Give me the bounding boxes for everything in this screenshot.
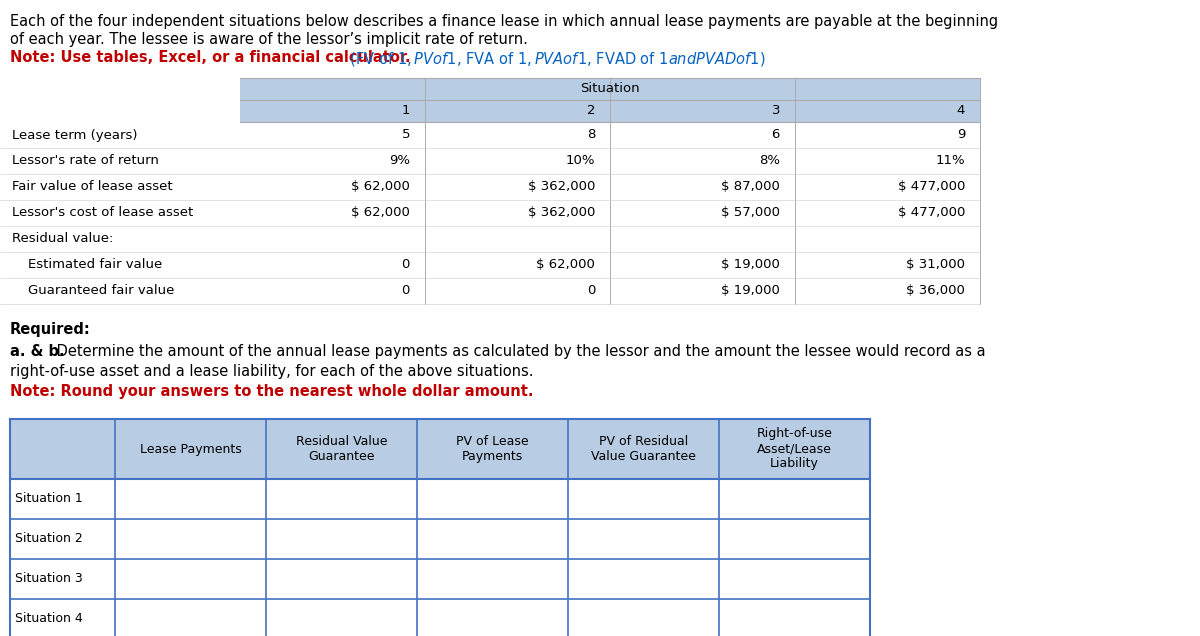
Text: 6: 6 [772, 128, 780, 141]
Text: 9%: 9% [389, 155, 410, 167]
Bar [10, 559, 870, 599]
Text: Each of the four independent situations below describes a finance lease in which: Each of the four independent situations … [10, 14, 998, 29]
Bar [10, 519, 870, 559]
Text: 1: 1 [402, 104, 410, 118]
Text: 0: 0 [402, 284, 410, 298]
Text: Residual Value
Guarantee: Residual Value Guarantee [295, 435, 388, 463]
Text: of each year. The lessee is aware of the lessor’s implicit rate of return.: of each year. The lessee is aware of the… [10, 32, 528, 47]
Text: Lease Payments: Lease Payments [139, 443, 241, 455]
Text: Fair value of lease asset: Fair value of lease asset [12, 181, 173, 193]
Bar [10, 419, 870, 479]
Bar [10, 599, 870, 636]
Text: (FV of $1, PV of $1, FVA of $1, PVA of $1, FVAD of $1 and PVAD of $1): (FV of $1, PV of $1, FVA of $1, PVA of $… [346, 50, 766, 68]
Text: $ 31,000: $ 31,000 [906, 258, 965, 272]
Text: right-of-use asset and a lease liability, for each of the above situations.: right-of-use asset and a lease liability… [10, 364, 534, 379]
Text: $ 62,000: $ 62,000 [352, 181, 410, 193]
Text: 5: 5 [402, 128, 410, 141]
Text: 8: 8 [587, 128, 595, 141]
Text: $ 477,000: $ 477,000 [898, 207, 965, 219]
Text: Residual value:: Residual value: [12, 233, 113, 245]
Text: 0: 0 [402, 258, 410, 272]
Bar [240, 100, 980, 122]
Text: Note: Round your answers to the nearest whole dollar amount.: Note: Round your answers to the nearest … [10, 384, 534, 399]
Text: $ 362,000: $ 362,000 [528, 207, 595, 219]
Text: Lease term (years): Lease term (years) [12, 128, 138, 141]
Text: 10%: 10% [565, 155, 595, 167]
Text: $ 19,000: $ 19,000 [721, 258, 780, 272]
Text: Determine the amount of the annual lease payments as calculated by the lessor an: Determine the amount of the annual lease… [52, 344, 985, 359]
Text: Lessor's cost of lease asset: Lessor's cost of lease asset [12, 207, 193, 219]
Text: Situation 4: Situation 4 [14, 612, 83, 625]
Text: $ 362,000: $ 362,000 [528, 181, 595, 193]
Text: 2: 2 [587, 104, 595, 118]
Text: Situation 3: Situation 3 [14, 572, 83, 586]
Text: $ 62,000: $ 62,000 [536, 258, 595, 272]
Text: Situation 2: Situation 2 [14, 532, 83, 546]
Bar [240, 78, 980, 100]
Text: $ 19,000: $ 19,000 [721, 284, 780, 298]
Text: 11%: 11% [935, 155, 965, 167]
Text: 9: 9 [956, 128, 965, 141]
Text: 0: 0 [587, 284, 595, 298]
Text: Note: Use tables, Excel, or a financial calculator.: Note: Use tables, Excel, or a financial … [10, 50, 410, 65]
Text: $ 477,000: $ 477,000 [898, 181, 965, 193]
Text: Estimated fair value: Estimated fair value [28, 258, 162, 272]
Text: 3: 3 [772, 104, 780, 118]
Text: PV of Residual
Value Guarantee: PV of Residual Value Guarantee [592, 435, 696, 463]
Text: 4: 4 [956, 104, 965, 118]
Text: Situation: Situation [580, 83, 640, 95]
Text: Lessor's rate of return: Lessor's rate of return [12, 155, 158, 167]
Text: PV of Lease
Payments: PV of Lease Payments [456, 435, 529, 463]
Text: $ 62,000: $ 62,000 [352, 207, 410, 219]
Text: Situation 1: Situation 1 [14, 492, 83, 506]
Text: Required:: Required: [10, 322, 91, 337]
Text: a. & b.: a. & b. [10, 344, 65, 359]
Text: $ 87,000: $ 87,000 [721, 181, 780, 193]
Text: $ 36,000: $ 36,000 [906, 284, 965, 298]
Text: $ 57,000: $ 57,000 [721, 207, 780, 219]
Text: Right-of-use
Asset/Lease
Liability: Right-of-use Asset/Lease Liability [756, 427, 833, 471]
Bar [10, 479, 870, 519]
Text: 8%: 8% [760, 155, 780, 167]
Text: Guaranteed fair value: Guaranteed fair value [28, 284, 174, 298]
